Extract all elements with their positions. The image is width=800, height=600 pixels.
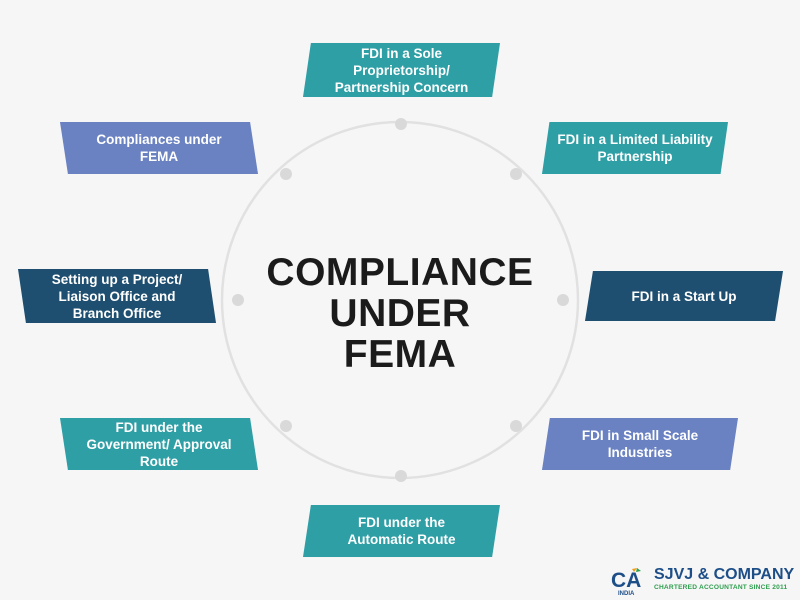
ring-dot-bottom: [395, 470, 407, 482]
node-label-line: FDI in a Sole: [360, 45, 442, 61]
ring-dot-right: [557, 294, 569, 306]
center-title: COMPLIANCE UNDER FEMA: [240, 252, 560, 375]
node-project-liaison-office: Setting up a Project/ Liaison Office and…: [18, 269, 216, 323]
node-limited-liability-partnership: FDI in a Limited Liability Partnership: [542, 122, 728, 174]
company-logo: CA INDIA SJVJ & COMPANY CHARTERED ACCOUN…: [610, 566, 795, 596]
center-title-line-1: COMPLIANCE: [266, 251, 534, 294]
node-automatic-route: FDI under the Automatic Route: [303, 505, 500, 557]
logo-mark-subtext: INDIA: [618, 591, 635, 596]
node-label-line: FDI in Small Scale: [581, 428, 699, 443]
logo-mark-text: CA: [611, 569, 641, 592]
ring-dot-top-right: [510, 168, 522, 180]
node-label-line: Branch Office: [72, 305, 162, 321]
node-label-line: FDI under the: [115, 419, 203, 435]
ca-india-logo-icon: CA INDIA: [611, 568, 641, 596]
node-label-line: Partnership Concern: [334, 79, 469, 95]
node-small-scale-industries: FDI in Small Scale Industries: [542, 418, 738, 470]
node-label-line: Automatic Route: [347, 532, 456, 547]
node-label-line: Setting up a Project/: [51, 271, 183, 287]
node-start-up: FDI in a Start Up: [585, 271, 783, 321]
company-name: SJVJ & COMPANY: [654, 566, 795, 583]
node-label-line: Industries: [607, 445, 673, 460]
node-label-line: Route: [139, 453, 179, 469]
node-label-line: Compliances under: [96, 132, 222, 147]
node-label-line: Proprietorship/: [353, 62, 450, 78]
center-title-line-2: UNDER: [329, 292, 471, 335]
node-label-line: Partnership: [597, 149, 673, 164]
center-title-line-3: FEMA: [343, 333, 457, 376]
node-label-line: Liaison Office and: [58, 288, 176, 304]
ring-dot-left: [232, 294, 244, 306]
node-label-line: FDI in a Start Up: [631, 288, 737, 304]
ring-dot-bottom-left: [280, 420, 292, 432]
company-tagline: CHARTERED ACCOUNTANT SINCE 2011: [654, 584, 788, 591]
node-government-approval-route: FDI under the Government/ Approval Route: [60, 418, 258, 470]
node-label-line: FDI under the: [358, 515, 445, 530]
node-label-line: FEMA: [139, 149, 179, 164]
node-sole-proprietorship: FDI in a Sole Proprietorship/ Partnershi…: [303, 43, 500, 97]
ring-dot-top: [395, 118, 407, 130]
node-label-line: Government/ Approval: [86, 436, 232, 452]
ring-dot-bottom-right: [510, 420, 522, 432]
node-label-line: FDI in a Limited Liability: [557, 132, 713, 147]
ring-dot-top-left: [280, 168, 292, 180]
node-compliances-under-fema: Compliances under FEMA: [60, 122, 258, 174]
